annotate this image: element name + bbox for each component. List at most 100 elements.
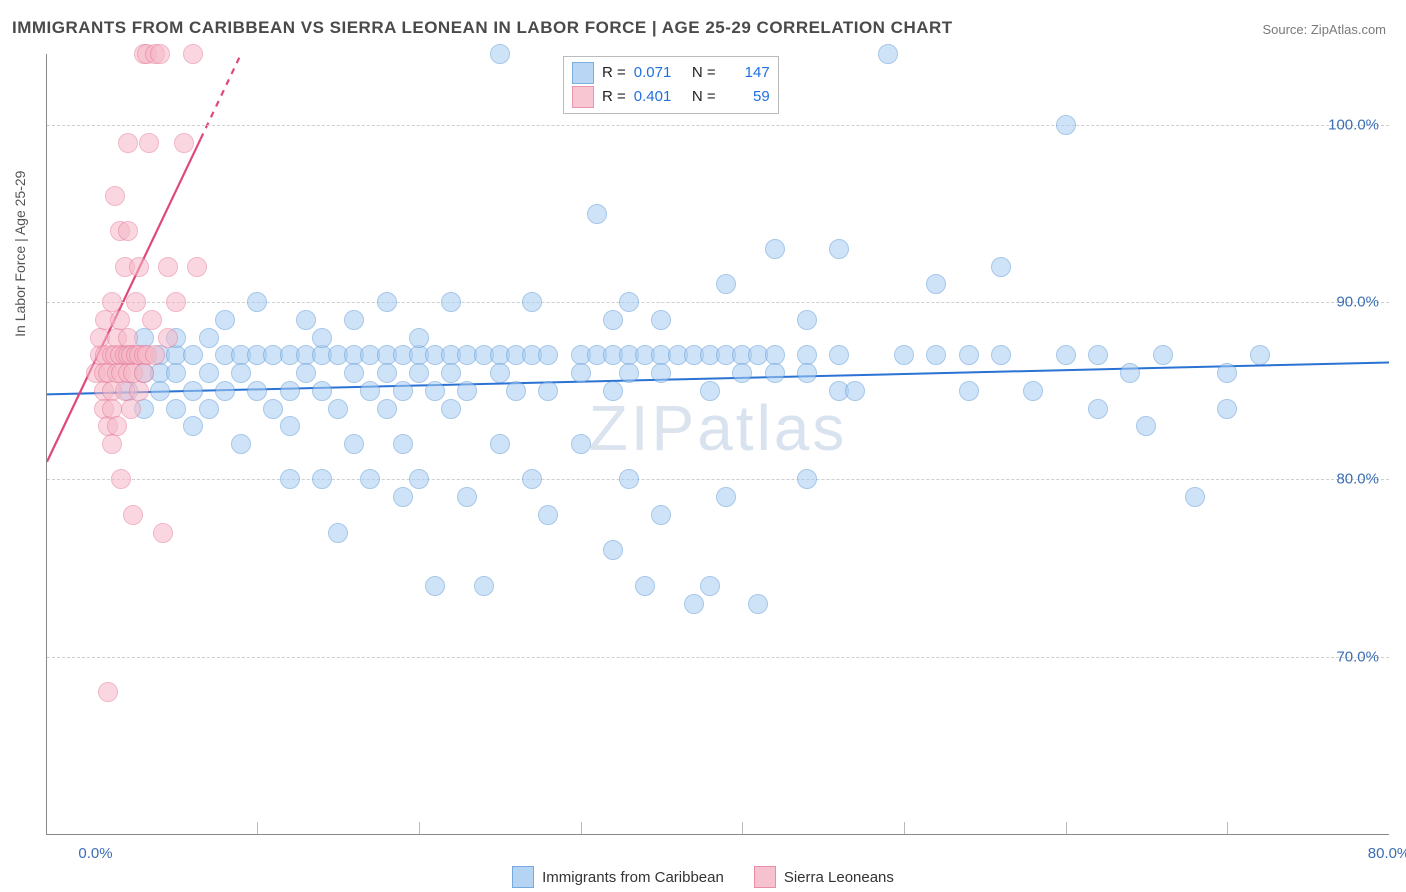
data-point <box>280 416 300 436</box>
gridline-v <box>419 822 420 834</box>
data-point <box>150 381 170 401</box>
data-point <box>231 363 251 383</box>
data-point <box>441 399 461 419</box>
data-point <box>280 469 300 489</box>
y-axis-label: In Labor Force | Age 25-29 <box>12 171 28 337</box>
data-point <box>441 363 461 383</box>
data-point <box>344 434 364 454</box>
data-point <box>797 469 817 489</box>
data-point <box>199 328 219 348</box>
data-point <box>926 274 946 294</box>
data-point <box>619 469 639 489</box>
data-point <box>377 363 397 383</box>
data-point <box>183 416 203 436</box>
gridline-v <box>742 822 743 834</box>
data-point <box>118 133 138 153</box>
data-point <box>894 345 914 365</box>
data-point <box>121 399 141 419</box>
gridline-h <box>47 657 1389 658</box>
watermark: ZIPatlas <box>589 391 848 465</box>
data-point <box>716 274 736 294</box>
data-point <box>142 310 162 330</box>
data-point <box>490 44 510 64</box>
gridline-h <box>47 479 1389 480</box>
data-point <box>183 381 203 401</box>
data-point <box>587 204 607 224</box>
stats-legend-row: R =0.401 N =59 <box>572 85 770 109</box>
data-point <box>522 469 542 489</box>
data-point <box>328 399 348 419</box>
data-point <box>174 133 194 153</box>
data-point <box>111 469 131 489</box>
data-point <box>409 328 429 348</box>
data-point <box>1056 115 1076 135</box>
data-point <box>1153 345 1173 365</box>
data-point <box>215 381 235 401</box>
gridline-v <box>1066 822 1067 834</box>
data-point <box>748 594 768 614</box>
data-point <box>344 363 364 383</box>
data-point <box>199 363 219 383</box>
bottom-legend: Immigrants from Caribbean Sierra Leoneans <box>0 866 1406 888</box>
data-point <box>166 399 186 419</box>
data-point <box>199 399 219 419</box>
data-point <box>263 399 283 419</box>
data-point <box>457 381 477 401</box>
data-point <box>538 505 558 525</box>
data-point <box>312 469 332 489</box>
data-point <box>959 345 979 365</box>
data-point <box>571 363 591 383</box>
x-tick-label: 0.0% <box>78 845 112 862</box>
data-point <box>153 523 173 543</box>
data-point <box>959 381 979 401</box>
legend-item: Sierra Leoneans <box>754 866 894 888</box>
data-point <box>635 576 655 596</box>
legend-item: Immigrants from Caribbean <box>512 866 724 888</box>
data-point <box>105 186 125 206</box>
data-point <box>134 363 154 383</box>
data-point <box>765 363 785 383</box>
data-point <box>651 505 671 525</box>
data-point <box>158 257 178 277</box>
data-point <box>490 434 510 454</box>
data-point <box>603 310 623 330</box>
data-point <box>765 239 785 259</box>
data-point <box>312 328 332 348</box>
data-point <box>215 310 235 330</box>
data-point <box>393 434 413 454</box>
data-point <box>393 381 413 401</box>
data-point <box>1185 487 1205 507</box>
plot-area: ZIPatlas R =0.071 N =147R =0.401 N =59 7… <box>46 54 1389 835</box>
data-point <box>107 416 127 436</box>
data-point <box>797 363 817 383</box>
data-point <box>878 44 898 64</box>
data-point <box>102 434 122 454</box>
data-point <box>538 345 558 365</box>
data-point <box>732 363 752 383</box>
data-point <box>145 345 165 365</box>
data-point <box>571 434 591 454</box>
data-point <box>700 381 720 401</box>
data-point <box>926 345 946 365</box>
data-point <box>187 257 207 277</box>
gridline-v <box>581 822 582 834</box>
data-point <box>506 381 526 401</box>
data-point <box>280 381 300 401</box>
data-point <box>1217 363 1237 383</box>
data-point <box>1056 345 1076 365</box>
x-tick-label: 80.0% <box>1368 845 1406 862</box>
y-tick-label: 70.0% <box>1336 648 1379 665</box>
data-point <box>296 363 316 383</box>
data-point <box>829 345 849 365</box>
data-point <box>991 345 1011 365</box>
data-point <box>603 540 623 560</box>
data-point <box>991 257 1011 277</box>
data-point <box>409 469 429 489</box>
data-point <box>619 363 639 383</box>
data-point <box>98 682 118 702</box>
data-point <box>377 292 397 312</box>
data-point <box>166 292 186 312</box>
data-point <box>118 221 138 241</box>
data-point <box>393 487 413 507</box>
gridline-h <box>47 125 1389 126</box>
